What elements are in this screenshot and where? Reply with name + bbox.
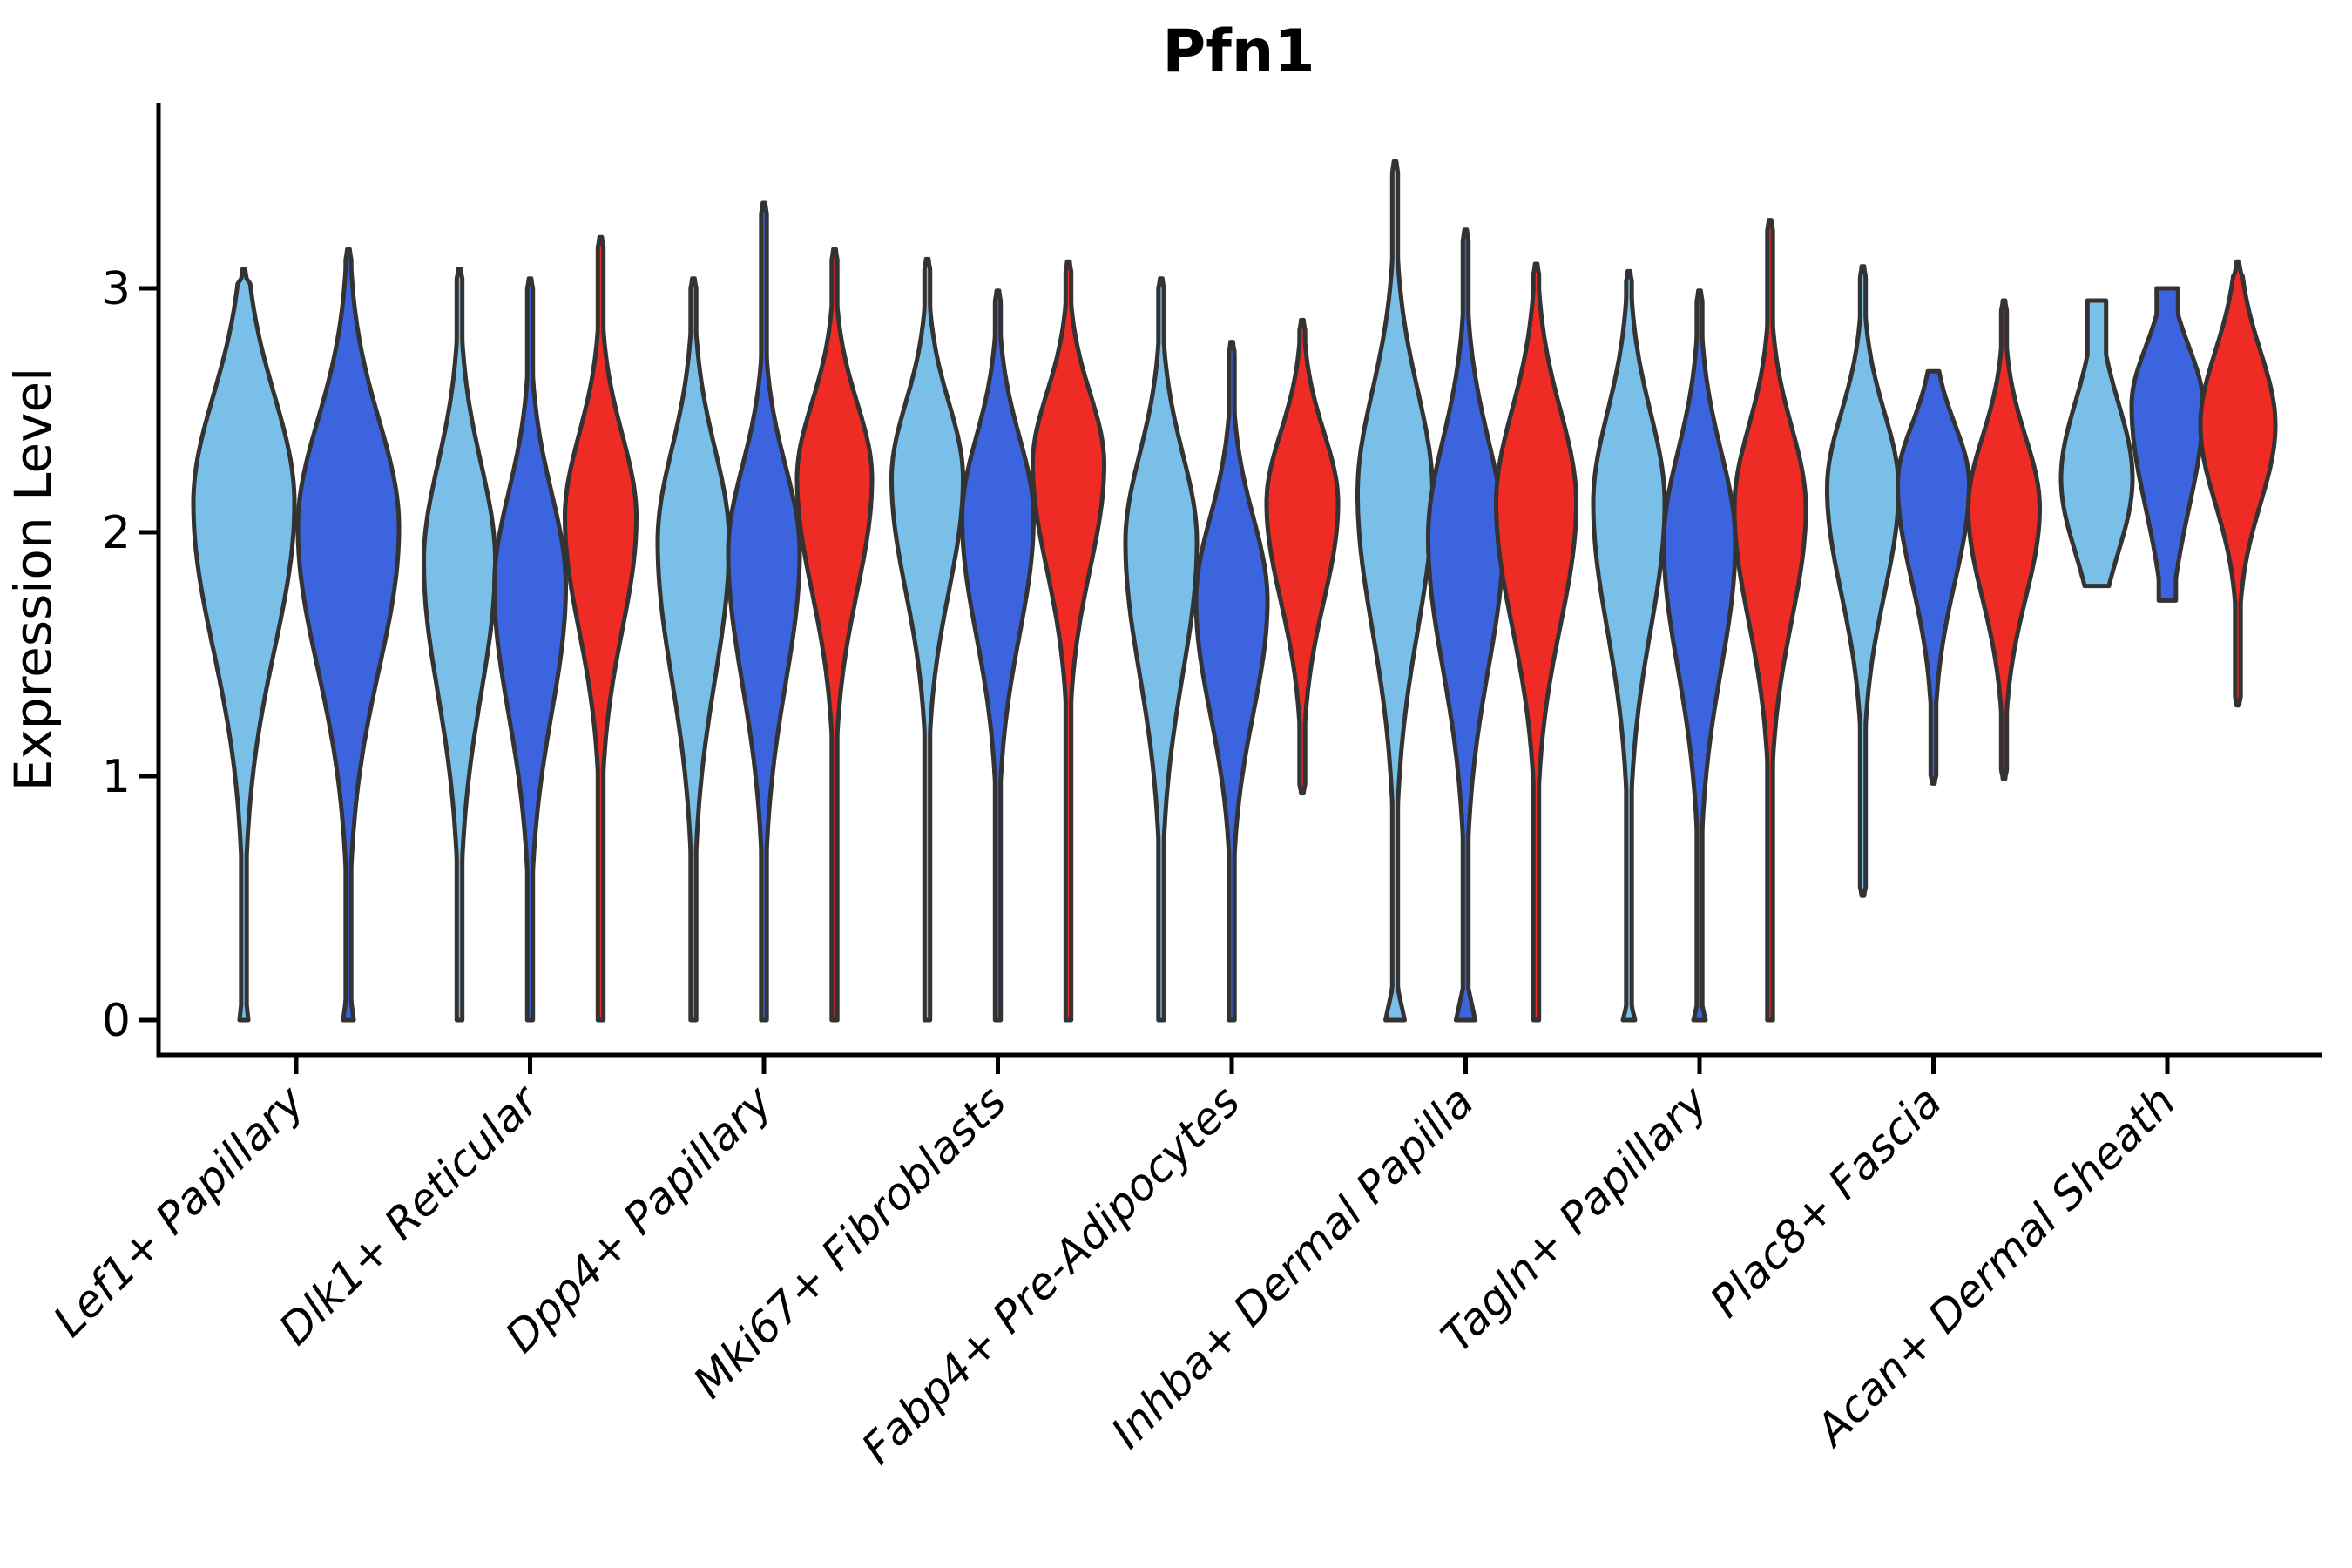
violin-fabp4-group-blue <box>1193 340 1270 1023</box>
chart-title: Pfn1 <box>1162 17 1315 86</box>
violin-acan-group-red <box>2198 259 2278 708</box>
y-tick-label-3: 3 <box>102 263 131 315</box>
violin-plac8-group-blue <box>1896 368 1971 786</box>
y-axis-label: Expression Level <box>3 368 63 791</box>
y-tick-label-1: 1 <box>102 751 131 803</box>
chart-plot-area <box>139 103 2322 1074</box>
violin-tagln-group-red <box>1732 218 1808 1023</box>
x-tick-label-4: Fabp4+ Pre-Adipocytes <box>852 1076 1250 1474</box>
violin-plac8-group-red <box>1966 298 2042 781</box>
violin-inhba-group-blue <box>1426 227 1505 1023</box>
violin-dpp4-group-lightblue <box>655 276 732 1023</box>
violin-dpp4-group-red <box>794 247 875 1023</box>
x-tick-label-7: Plac8+ Fascia <box>1700 1076 1951 1327</box>
y-tick-label-2: 2 <box>102 507 131 559</box>
violin-mki67-group-blue <box>960 288 1036 1023</box>
y-tick-label-0: 0 <box>102 995 131 1047</box>
violin-lef1-group-lightblue <box>191 267 297 1023</box>
violin-tagln-group-blue <box>1661 288 1738 1023</box>
x-tick-label-0: Lef1+ Papillary <box>44 1075 314 1346</box>
violin-mki67-group-lightblue <box>889 256 965 1023</box>
violin-lef1-group-blue <box>295 247 402 1023</box>
violin-dlk1-group-red <box>563 234 639 1023</box>
violin-mki67-group-red <box>1031 259 1106 1023</box>
violin-fabp4-group-lightblue <box>1123 276 1200 1023</box>
violin-inhba-group-red <box>1494 261 1578 1023</box>
violin-plac8-group-lightblue <box>1825 264 1901 898</box>
violin-acan-group-lightblue <box>2058 298 2135 589</box>
violin-tagln-group-lightblue <box>1591 268 1667 1023</box>
violin-inhba-group-lightblue <box>1355 159 1435 1023</box>
violin-acan-group-blue <box>2129 286 2206 603</box>
violin-dpp4-group-blue <box>726 200 802 1023</box>
x-tick-label-1: Dlk1+ Reticular <box>269 1074 550 1355</box>
violin-dlk1-group-blue <box>492 276 568 1023</box>
violin-dlk1-group-lightblue <box>422 267 497 1023</box>
violin-fabp4-group-red <box>1264 317 1341 796</box>
